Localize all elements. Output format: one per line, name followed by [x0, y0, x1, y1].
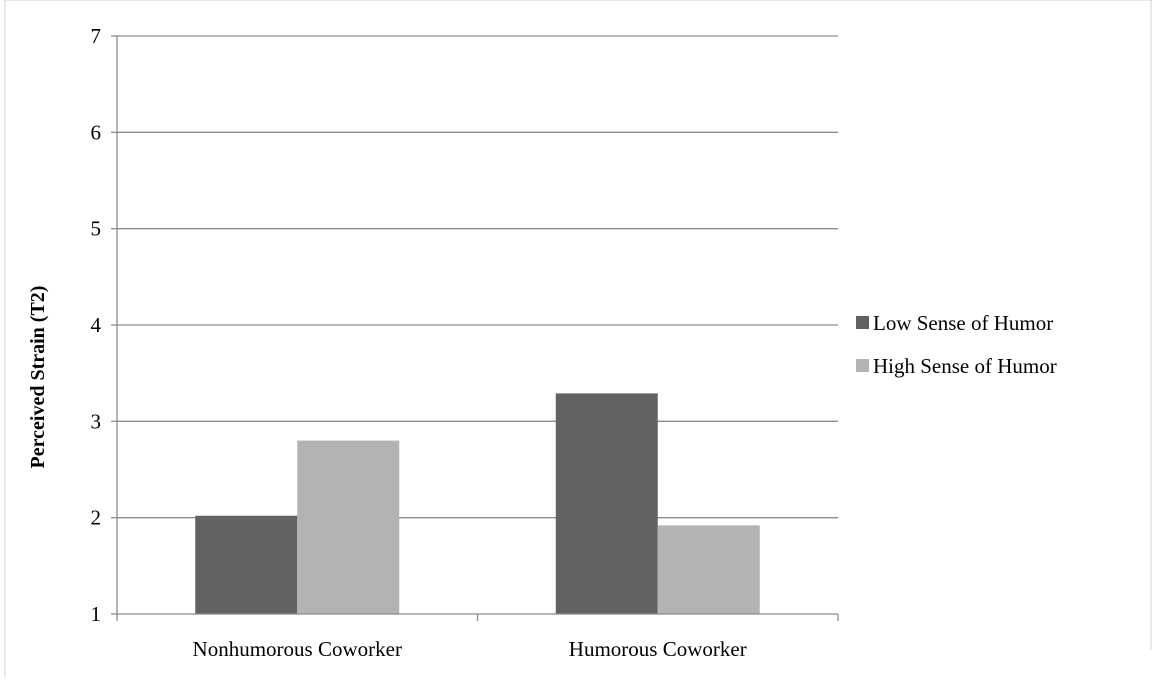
bar — [297, 440, 400, 614]
y-tick-labels: 1 2 3 4 5 6 7 — [91, 24, 102, 626]
y-tick-label: 7 — [91, 24, 102, 48]
legend-label: High Sense of Humor — [873, 354, 1057, 378]
x-tick-label: Humorous Coworker — [569, 637, 747, 661]
legend-swatch — [856, 359, 869, 372]
bar — [195, 515, 298, 614]
y-axis-label: Perceived Strain (T2) — [27, 286, 49, 469]
legend: Low Sense of Humor High Sense of Humor — [856, 311, 1057, 378]
legend-label: Low Sense of Humor — [873, 311, 1053, 335]
y-tick-label: 2 — [91, 506, 102, 530]
axes — [111, 35, 839, 621]
y-tick-label: 1 — [91, 602, 102, 626]
y-tick-label: 6 — [91, 120, 102, 144]
legend-swatch — [856, 316, 869, 329]
x-tick-labels: Nonhumorous Coworker Humorous Coworker — [193, 637, 747, 661]
y-tick-label: 3 — [91, 409, 102, 433]
bar — [555, 393, 658, 614]
y-tick-label: 4 — [91, 313, 102, 337]
bar — [657, 525, 760, 614]
x-tick-label: Nonhumorous Coworker — [193, 637, 402, 661]
bars — [195, 393, 760, 614]
y-tick-label: 5 — [91, 217, 102, 241]
